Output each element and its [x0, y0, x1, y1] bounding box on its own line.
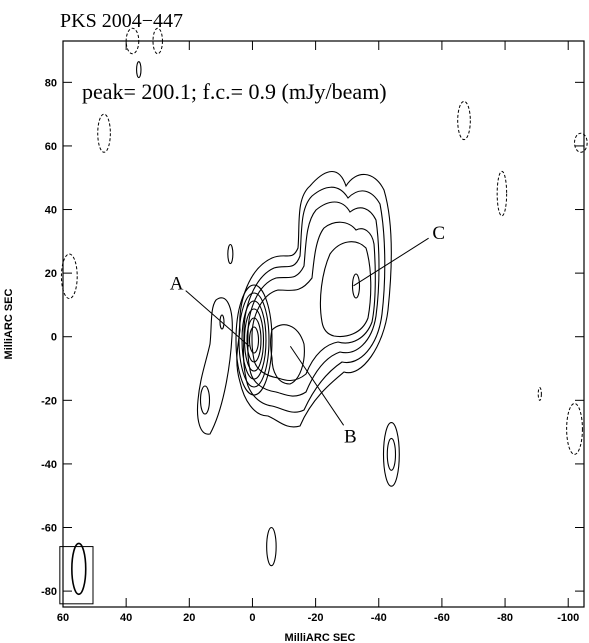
- component-label-c: C: [432, 223, 445, 244]
- negative-contour-6: [574, 132, 588, 153]
- x-axis: 60 40 20 0 -20 -40 -60 -80 -100: [57, 41, 579, 624]
- west-extension: [196, 297, 233, 435]
- positive-islands: [136, 61, 400, 567]
- plot-frame: [62, 40, 585, 608]
- west-knot-small: [219, 314, 225, 330]
- contour-level-1: [236, 171, 392, 428]
- contour-level-5: [319, 241, 372, 338]
- negative-contour-5: [566, 402, 583, 455]
- core-ellipse-1: [235, 284, 273, 396]
- y-tick-label-4: 0: [51, 332, 57, 344]
- positive-island-1: [227, 243, 234, 265]
- positive-island-2: [382, 422, 400, 487]
- x-tick-label-1: 40: [120, 612, 132, 624]
- y-tick-label-6: -40: [41, 459, 57, 471]
- component-label-a: A: [170, 274, 184, 295]
- y-tick-label-3: 20: [45, 268, 57, 280]
- y-axis: 80 60 40 20 0 -20 -40 -60 -80: [41, 77, 584, 598]
- y-tick-label-7: -60: [41, 523, 57, 535]
- x-tick-label-5: -40: [371, 612, 387, 624]
- y-tick-label-1: 60: [45, 141, 57, 153]
- jet-contours: [196, 171, 392, 435]
- negative-contour-4: [537, 387, 542, 401]
- y-tick-label-2: 40: [45, 205, 57, 217]
- negative-contour-1: [60, 253, 78, 300]
- core-ellipse-4: [243, 308, 265, 372]
- x-tick-label-7: -80: [497, 612, 513, 624]
- negative-contour-0: [97, 113, 111, 153]
- restoring-beam: [59, 542, 94, 605]
- core-ellipse-5: [246, 317, 262, 363]
- x-tick-label-0: 60: [57, 612, 69, 624]
- negative-contour-7: [152, 27, 163, 55]
- beam-ellipse: [71, 542, 87, 596]
- negative-contour-3: [496, 170, 508, 217]
- west-knot: [199, 385, 211, 415]
- y-tick-label-8: -80: [41, 586, 57, 598]
- knot-b-inner: [269, 324, 305, 385]
- y-tick-label-0: 80: [45, 77, 57, 89]
- x-axis-label: MilliARC SEC: [285, 632, 356, 643]
- component-leader-a: [185, 290, 250, 347]
- chart-title: PKS 2004−447: [60, 10, 183, 32]
- positive-island-3: [386, 437, 397, 471]
- positive-island-4: [266, 526, 277, 567]
- contour-level-3: [247, 201, 380, 397]
- negative-contours: [60, 27, 588, 455]
- core-ellipse-6: [248, 326, 260, 354]
- negative-contour-8: [125, 27, 140, 55]
- core-ellipse-2: [238, 292, 270, 388]
- x-tick-label-2: 20: [183, 612, 195, 624]
- peak-annotation: peak= 200.1; f.c.= 0.9 (mJy/beam): [82, 79, 387, 104]
- x-tick-label-8: -100: [557, 612, 579, 624]
- y-axis-label: MilliARC SEC: [3, 289, 15, 360]
- contour-level-2: [242, 186, 386, 413]
- component-leader-c: [353, 237, 429, 287]
- y-tick-label-5: -20: [41, 395, 57, 407]
- x-tick-label-3: 0: [249, 612, 255, 624]
- core-ellipse-3: [241, 300, 267, 380]
- negative-contour-2: [457, 100, 471, 141]
- component-labels: A B C: [170, 223, 445, 448]
- beam-box: [59, 546, 94, 605]
- x-tick-label-6: -60: [434, 612, 450, 624]
- contour-level-4: [251, 221, 376, 382]
- x-tick-label-4: -20: [308, 612, 324, 624]
- component-label-b: B: [344, 426, 357, 447]
- positive-island-0: [136, 61, 142, 79]
- knot-c-ellipse: [351, 273, 361, 299]
- component-leader-b: [289, 345, 345, 426]
